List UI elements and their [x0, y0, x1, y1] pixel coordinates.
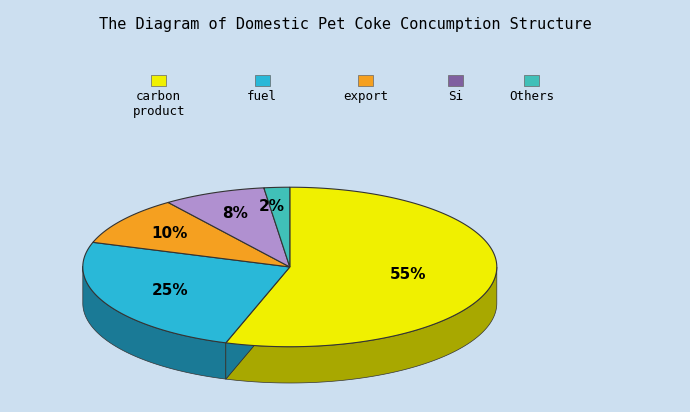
Polygon shape — [226, 267, 497, 383]
Polygon shape — [226, 267, 290, 379]
Polygon shape — [264, 187, 290, 267]
Text: export: export — [343, 90, 388, 103]
Bar — [524, 75, 539, 87]
Bar — [255, 75, 270, 87]
Polygon shape — [168, 188, 290, 267]
Text: 25%: 25% — [152, 283, 188, 298]
Polygon shape — [226, 187, 497, 347]
Text: Others: Others — [509, 90, 554, 103]
Text: 8%: 8% — [222, 206, 248, 221]
Bar — [448, 75, 463, 87]
Polygon shape — [83, 242, 290, 343]
Text: carbon
product: carbon product — [132, 90, 185, 118]
Polygon shape — [93, 202, 290, 267]
Text: 55%: 55% — [390, 267, 426, 282]
Bar — [358, 75, 373, 87]
Text: 2%: 2% — [259, 199, 284, 214]
Polygon shape — [226, 267, 290, 379]
Text: fuel: fuel — [247, 90, 277, 103]
Text: The Diagram of Domestic Pet Coke Concumption Structure: The Diagram of Domestic Pet Coke Concump… — [99, 17, 591, 32]
Polygon shape — [83, 266, 226, 379]
Bar — [151, 75, 166, 87]
Text: Si: Si — [448, 90, 463, 103]
Text: 10%: 10% — [151, 226, 188, 241]
